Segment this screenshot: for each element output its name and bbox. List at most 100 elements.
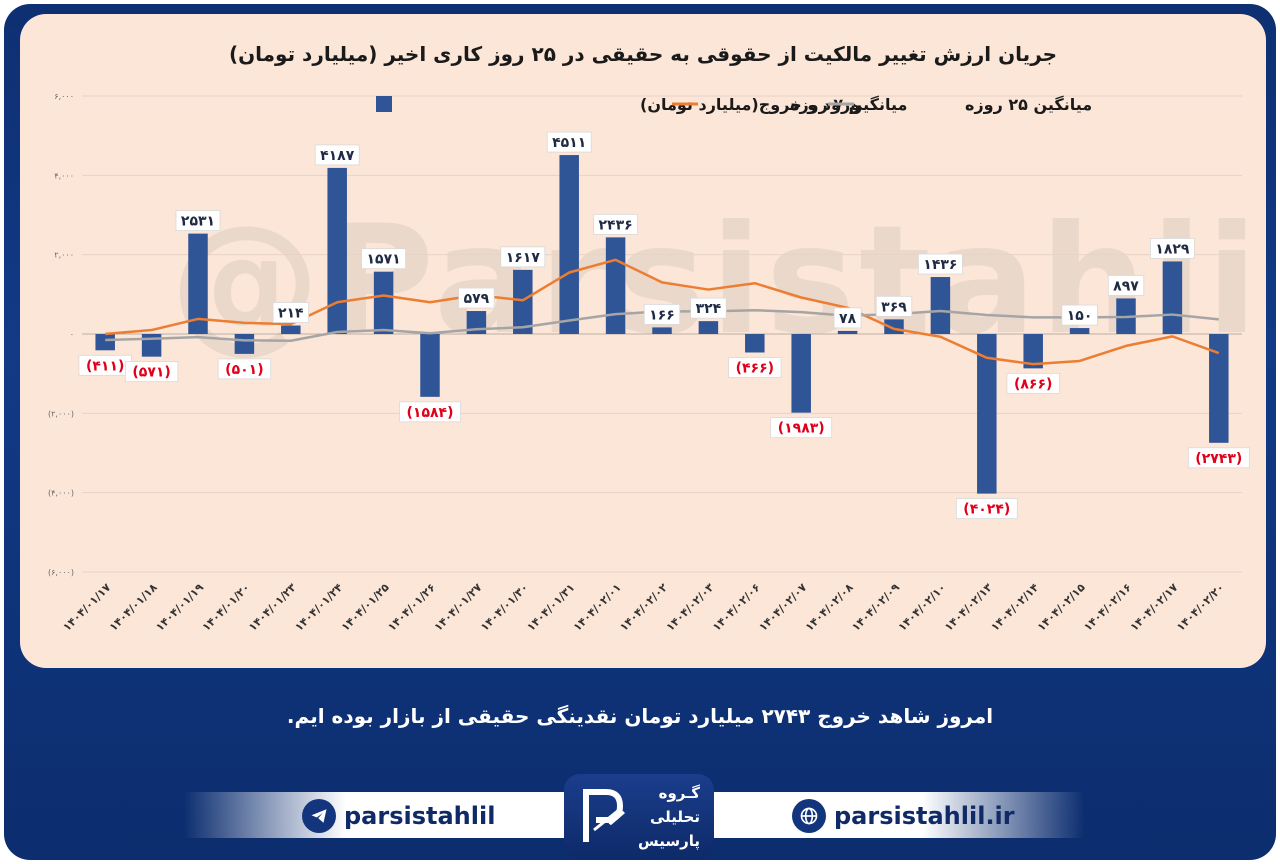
website-url: parsistahlil.ir [834,802,1015,830]
infographic-frame: @Parsistahlil ۶,۰۰۰ ۴,۰۰۰ ۲,۰۰۰ ۰ (۲,۰۰۰) (۴,… [4,4,1276,860]
data-label-box [690,297,727,319]
bar [1023,334,1043,369]
x-tick-label: ۱۴۰۴/۰۲/۱۳ [942,581,995,634]
x-tick-label: ۱۴۰۴/۰۲/۰۶ [710,581,763,634]
bar [698,321,719,334]
x-tick-label: ۱۴۰۴/۰۱/۱۷ [60,581,113,634]
telegram-icon [302,799,336,833]
data-label-box [458,287,495,309]
x-tick-label: ۱۴۰۴/۰۱/۲۰ [200,581,253,634]
bar [791,334,811,413]
data-label: ۱۵۷۱ [367,252,401,268]
data-label: ۲۵۳۱ [181,214,215,230]
bar [281,325,301,334]
x-tick-label: ۱۴۰۴/۰۲/۱۰ [896,581,949,634]
data-label-box [314,144,360,166]
x-tick-label: ۱۴۰۴/۰۲/۱۷ [1128,581,1181,634]
data-label: ۲۱۴ [278,306,304,322]
y-tick-label: ۴,۰۰۰ [54,171,74,180]
website-link[interactable]: parsistahlil.ir [784,798,1015,834]
data-label-box [955,498,1018,520]
y-tick-label: (۲,۰۰۰) [48,409,74,418]
x-tick-label: ۱۴۰۴/۰۲/۰۱ [571,581,624,634]
data-label: (۴۶۶) [736,360,774,376]
data-label-box [1006,372,1060,394]
bar [373,271,394,334]
data-label: (۱۵۸۴) [407,405,454,421]
chart-title: جریان ارزش تغییر مالکیت از حقوقی به حقیق… [228,42,1058,66]
data-label-box [1187,447,1250,469]
x-tick-label: ۱۴۰۴/۰۲/۰۹ [849,581,902,634]
data-label-box [175,210,221,232]
data-label: ۱۴۳۶ [923,257,957,273]
data-label: (۲۷۴۳) [1195,451,1242,467]
x-tick-label: ۱۴۰۴/۰۲/۲۰ [1174,581,1227,634]
x-tick-label: ۱۴۰۴/۰۱/۲۳ [246,581,299,634]
data-label: (۱۹۸۳) [778,421,825,437]
bar [745,334,765,353]
chart-panel: @Parsistahlil ۶,۰۰۰ ۴,۰۰۰ ۲,۰۰۰ ۰ (۲,۰۰۰) (۴,… [20,14,1266,668]
watermark: @Parsistahlil [170,194,1266,368]
x-tick-label: ۱۴۰۴/۰۲/۰۲ [617,581,670,634]
data-label-box [546,131,592,153]
data-label: ۵۷۹ [464,291,490,307]
logo-line-3: پارسیس [638,832,700,850]
logo: گـروه تحلیلی پارسیس [564,774,714,860]
y-tick-label: ۰ [70,330,74,339]
legend-swatch [376,96,392,112]
x-tick-label: ۱۴۰۴/۰۱/۲۶ [385,581,438,634]
bar [1069,328,1090,334]
data-label-box [1107,275,1145,296]
x-tick-label: ۱۴۰۴/۰۱/۳۱ [524,581,577,634]
bar [95,334,115,351]
data-label-box [643,304,681,325]
data-label: ۱۸۲۹ [1155,241,1190,257]
data-label-box [361,248,407,270]
bar [234,334,255,354]
data-label: ۱۵۰ [1067,308,1093,324]
telegram-handle: parsistahlil [344,802,496,830]
data-label: (۵۰۱) [225,362,263,378]
globe-icon [792,799,826,833]
x-tick-label: ۱۴۰۴/۰۱/۱۹ [153,581,206,634]
bar [420,334,440,397]
data-label-box [918,253,963,275]
logo-line-1: گـروه [658,784,700,802]
data-label-box [770,417,833,439]
x-tick-label: ۱۴۰۴/۰۱/۳۰ [478,581,531,634]
bar [837,330,858,334]
data-label: (۴۱۱) [86,358,124,374]
data-label: ۲۴۳۶ [599,217,633,233]
x-tick-label: ۱۴۰۴/۰۱/۲۴ [292,581,345,634]
data-label-box [399,401,461,423]
y-tick-label: (۶,۰۰۰) [48,568,74,577]
data-label: ۱۶۶ [649,307,675,323]
data-label: (۵۷۱) [132,365,170,381]
x-tick-label: ۱۴۰۴/۰۲/۰۷ [756,581,809,634]
bar [652,327,672,334]
bar [188,233,208,334]
y-tick-label: ۲,۰۰۰ [54,251,74,260]
data-label-box [875,295,913,317]
x-tick-label: ۱۴۰۴/۰۲/۰۳ [664,581,717,634]
legend-label: ورود و خروج(میلیارد تومان) [640,95,860,114]
data-label: ۷۸ [839,311,857,327]
logo-mark [583,789,625,842]
data-label: (۸۶۶) [1014,376,1052,392]
y-tick-label: ۶,۰۰۰ [54,92,74,101]
bar [977,334,997,494]
logo-line-2: تحلیلی [650,808,700,826]
x-tick-label: ۱۴۰۴/۰۱/۱۸ [107,581,160,634]
y-tick-label: (۴,۰۰۰) [48,489,74,498]
data-label-box [500,246,546,268]
x-tick-label: ۱۴۰۴/۰۱/۲۵ [339,581,392,634]
legend: ورود و خروج(میلیارد تومان)میانگین ۷ روزه… [376,95,1092,114]
x-tick-label: ۱۴۰۴/۰۲/۰۸ [803,581,856,634]
series-line [105,258,1220,366]
data-label-box [833,307,862,329]
telegram-link[interactable]: parsistahlil [294,798,495,834]
bar [513,269,533,334]
x-tick-label: ۱۴۰۴/۰۱/۲۷ [432,581,485,634]
data-label-box [593,213,638,235]
x-tick-label: ۱۴۰۴/۰۲/۱۵ [1035,581,1088,634]
